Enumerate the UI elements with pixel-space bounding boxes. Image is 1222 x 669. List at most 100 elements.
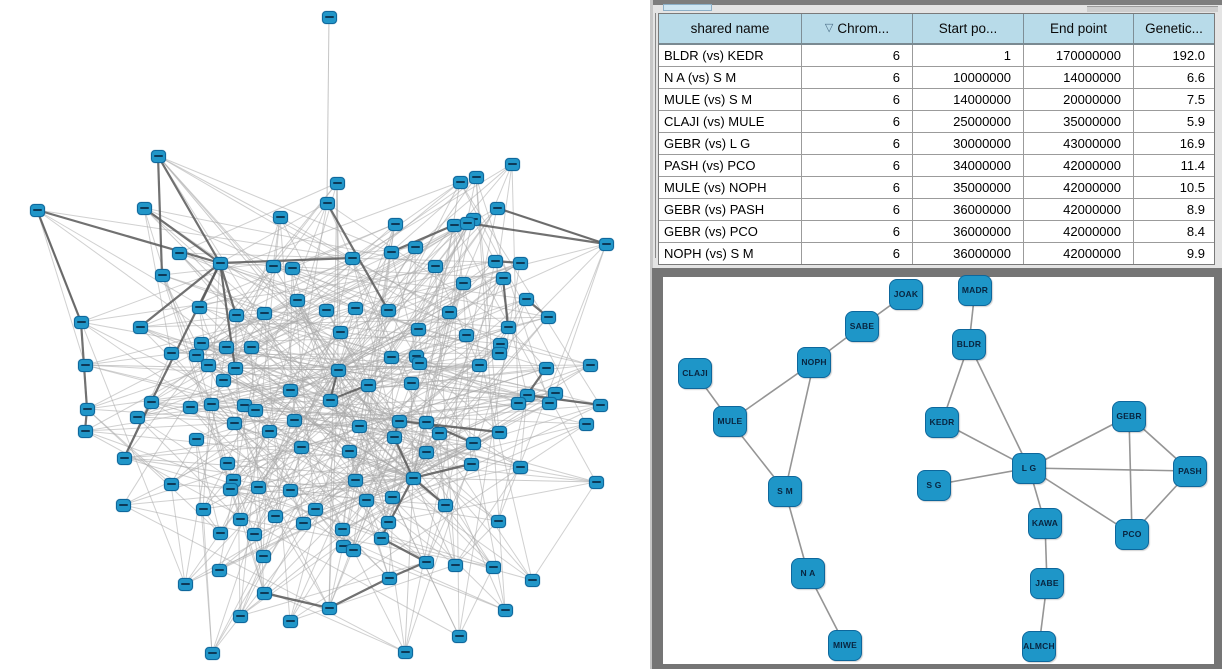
network-node[interactable] [189, 433, 204, 446]
network-node[interactable] [283, 484, 298, 497]
network-node[interactable] [116, 499, 131, 512]
network-node[interactable] [496, 272, 511, 285]
network-node[interactable] [178, 578, 193, 591]
network-node[interactable] [384, 351, 399, 364]
table-row[interactable]: N A (vs) S M 6 10000000 14000000 6.6 [659, 67, 1214, 89]
network-node[interactable] [342, 445, 357, 458]
network-node[interactable] [333, 326, 348, 339]
network-node[interactable] [192, 301, 207, 314]
network-node[interactable] [266, 260, 281, 273]
network-node[interactable] [257, 307, 272, 320]
network-node[interactable] [133, 321, 148, 334]
network-node[interactable] [155, 269, 170, 282]
network-node[interactable] [117, 452, 132, 465]
table-row[interactable]: GEBR (vs) PCO 6 36000000 42000000 8.4 [659, 221, 1214, 243]
subnetwork-node-mule[interactable]: MULE [713, 405, 747, 437]
network-node[interactable] [322, 602, 337, 615]
network-node[interactable] [412, 357, 427, 370]
column-header-genetic[interactable]: Genetic... [1134, 14, 1214, 43]
network-node[interactable] [539, 362, 554, 375]
network-node[interactable] [388, 218, 403, 231]
network-node[interactable] [352, 420, 367, 433]
table-row[interactable]: GEBR (vs) PASH 6 36000000 42000000 8.9 [659, 199, 1214, 221]
network-node[interactable] [381, 516, 396, 529]
network-node[interactable] [599, 238, 614, 251]
network-node[interactable] [579, 418, 594, 431]
network-node[interactable] [330, 177, 345, 190]
network-node[interactable] [464, 458, 479, 471]
column-header-chromosome[interactable]: ▽ Chrom... [802, 14, 913, 43]
table-row[interactable]: BLDR (vs) KEDR 6 1 170000000 192.0 [659, 45, 1214, 67]
network-node[interactable] [361, 379, 376, 392]
network-node[interactable] [406, 472, 421, 485]
network-node[interactable] [472, 359, 487, 372]
network-node[interactable] [244, 341, 259, 354]
network-node[interactable] [589, 476, 604, 489]
network-node[interactable] [442, 306, 457, 319]
network-node[interactable] [392, 415, 407, 428]
table-row[interactable]: MULE (vs) NOPH 6 35000000 42000000 10.5 [659, 177, 1214, 199]
network-node[interactable] [257, 587, 272, 600]
network-node[interactable] [262, 425, 277, 438]
network-node[interactable] [164, 347, 179, 360]
network-node[interactable] [319, 304, 334, 317]
network-node[interactable] [456, 277, 471, 290]
network-node[interactable] [411, 323, 426, 336]
network-node[interactable] [74, 316, 89, 329]
subnetwork-node-l-g[interactable]: L G [1012, 452, 1046, 484]
network-node[interactable] [308, 503, 323, 516]
network-node[interactable] [137, 202, 152, 215]
network-node[interactable] [331, 364, 346, 377]
network-node[interactable] [381, 304, 396, 317]
network-node[interactable] [348, 474, 363, 487]
network-node[interactable] [201, 359, 216, 372]
network-node[interactable] [486, 561, 501, 574]
network-node[interactable] [452, 630, 467, 643]
network-node[interactable] [220, 457, 235, 470]
network-node[interactable] [460, 217, 475, 230]
network-node[interactable] [348, 302, 363, 315]
network-node[interactable] [501, 321, 516, 334]
subnetwork-node-pash[interactable]: PASH [1173, 455, 1207, 487]
network-node[interactable] [223, 483, 238, 496]
network-node[interactable] [323, 394, 338, 407]
network-node[interactable] [322, 11, 337, 24]
network-node[interactable] [204, 398, 219, 411]
table-row[interactable]: CLAJI (vs) MULE 6 25000000 35000000 5.9 [659, 111, 1214, 133]
table-row[interactable]: GEBR (vs) L G 6 30000000 43000000 16.9 [659, 133, 1214, 155]
network-node[interactable] [346, 544, 361, 557]
panel-divider[interactable] [650, 0, 653, 669]
subnetwork-node-s-m[interactable]: S M [768, 475, 802, 507]
network-node[interactable] [213, 527, 228, 540]
subnetwork-node-n-a[interactable]: N A [791, 557, 825, 589]
network-node[interactable] [229, 309, 244, 322]
subnetwork-node-s-g[interactable]: S G [917, 469, 951, 501]
network-node[interactable] [216, 374, 231, 387]
subnetwork-node-claji[interactable]: CLAJI [678, 357, 712, 389]
network-node[interactable] [525, 574, 540, 587]
network-node[interactable] [469, 171, 484, 184]
table-row[interactable]: MULE (vs) S M 6 14000000 20000000 7.5 [659, 89, 1214, 111]
network-node[interactable] [428, 260, 443, 273]
network-node[interactable] [290, 294, 305, 307]
network-node[interactable] [335, 523, 350, 536]
network-node[interactable] [382, 572, 397, 585]
column-header-end-point[interactable]: End point [1024, 14, 1134, 43]
network-node[interactable] [492, 426, 507, 439]
network-node[interactable] [491, 515, 506, 528]
network-node[interactable] [492, 347, 507, 360]
network-node[interactable] [498, 604, 513, 617]
network-node[interactable] [196, 503, 211, 516]
subnetwork-node-jabe[interactable]: JABE [1030, 567, 1064, 599]
network-node[interactable] [213, 257, 228, 270]
network-node[interactable] [513, 257, 528, 270]
subnetwork-node-sabe[interactable]: SABE [845, 310, 879, 342]
network-node[interactable] [505, 158, 520, 171]
network-node[interactable] [398, 646, 413, 659]
network-node[interactable] [164, 478, 179, 491]
network-node[interactable] [513, 461, 528, 474]
network-node[interactable] [374, 532, 389, 545]
network-node[interactable] [233, 513, 248, 526]
network-node[interactable] [78, 425, 93, 438]
network-node[interactable] [593, 399, 608, 412]
